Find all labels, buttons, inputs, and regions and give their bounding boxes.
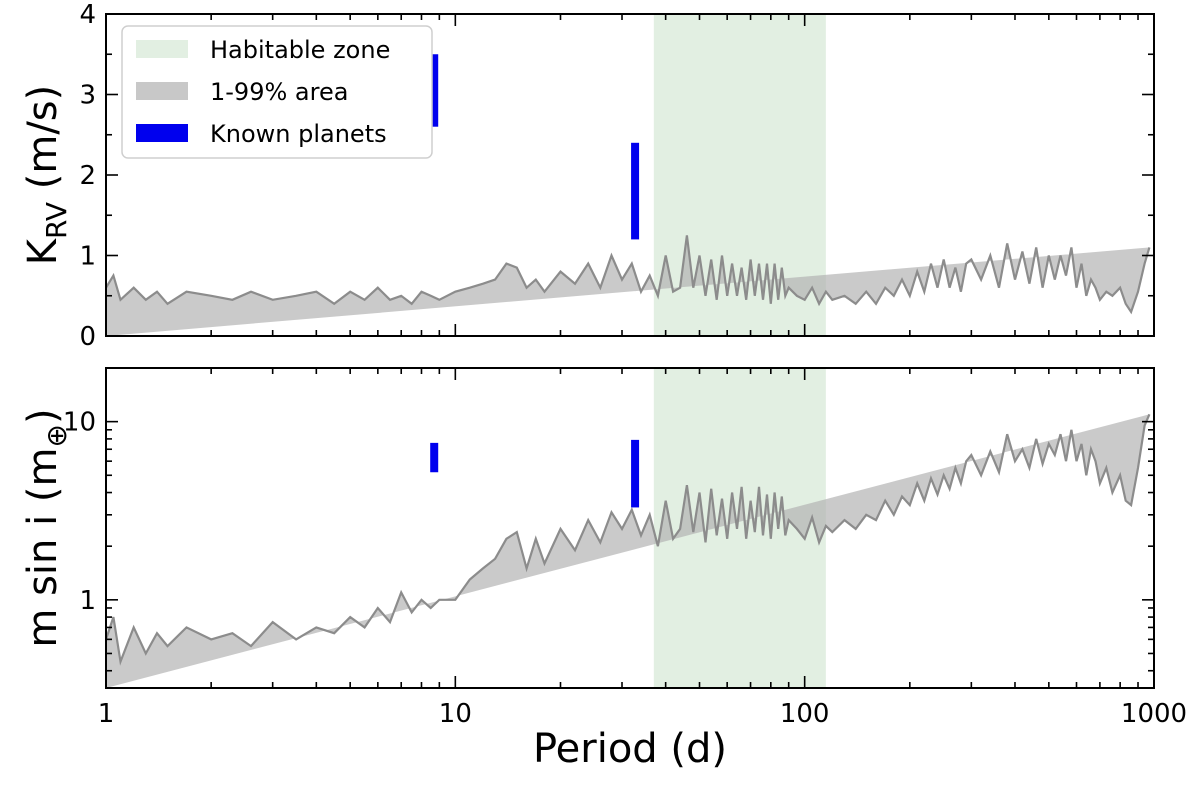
x-axis-label: Period (d) [533, 726, 727, 772]
top-y-tick-label: 0 [79, 322, 96, 352]
legend-swatch-area [136, 82, 188, 100]
legend-label-habitable-zone: Habitable zone [210, 36, 390, 64]
legend-swatch-habitable-zone [136, 40, 188, 58]
bottom-area-upper-line [104, 413, 1151, 666]
legend: Habitable zone 1-99% area Known planets [121, 25, 433, 159]
top-y-tick-label: 3 [79, 81, 96, 111]
bottom-panel: 1 10 100 1000 1 10 m sin i (m⊕) Period (d) [20, 367, 1187, 772]
top-x-ticks [105, 14, 1155, 336]
bottom-area-fill [106, 414, 1150, 688]
legend-label-known-planets: Known planets [210, 120, 387, 148]
top-area-fill [106, 235, 1150, 336]
x-tick-label: 10 [439, 699, 472, 729]
bottom-known-planet-2 [631, 439, 640, 508]
bottom-y-ticks: 1 10 [63, 367, 1154, 672]
bottom-known-planet-1 [430, 442, 439, 473]
bottom-plot-frame [105, 367, 1155, 689]
top-y-tick-label: 4 [79, 0, 96, 30]
top-y-tick-label: 2 [79, 161, 96, 191]
top-known-planet-2 [631, 142, 640, 240]
x-tick-label: 1 [98, 699, 115, 729]
bottom-known-planets [430, 439, 640, 508]
legend-label-area: 1-99% area [210, 78, 348, 106]
bottom-y-tick-label: 1 [79, 586, 96, 616]
x-tick-label: 100 [780, 699, 830, 729]
bottom-x-ticks: 1 10 100 1000 [98, 368, 1187, 729]
top-known-planet-1 [430, 54, 439, 127]
top-1-99-area [105, 235, 1151, 336]
top-y-axis-label: KRV (m/s) [20, 85, 73, 266]
top-y-tick-label: 1 [79, 242, 96, 272]
legend-box [121, 25, 433, 159]
bottom-y-tick-label: 10 [63, 408, 96, 438]
bottom-1-99-area [104, 413, 1151, 688]
legend-swatch-known-planets [136, 124, 188, 142]
top-panel: 0 1 2 3 4 KRV (m/s) Habitable zone 1-99% are… [20, 0, 1155, 352]
x-tick-label: 1000 [1121, 699, 1187, 729]
top-known-planets [430, 54, 640, 240]
top-area-upper-line [105, 235, 1151, 315]
bottom-y-axis-label: m sin i (m⊕) [20, 408, 73, 647]
top-y-ticks: 0 1 2 3 4 [79, 0, 1154, 352]
